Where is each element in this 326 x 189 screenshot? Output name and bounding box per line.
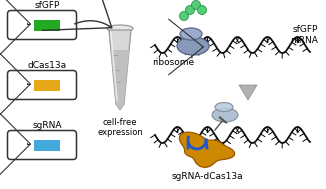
Polygon shape — [239, 85, 257, 100]
Circle shape — [180, 12, 188, 20]
Text: cell-free
expression: cell-free expression — [97, 118, 143, 137]
Polygon shape — [109, 30, 131, 110]
Text: ribosome: ribosome — [152, 58, 194, 67]
Circle shape — [198, 5, 206, 15]
Polygon shape — [111, 50, 129, 110]
Ellipse shape — [180, 28, 202, 40]
Polygon shape — [179, 132, 235, 167]
Text: sgRNA-dCas13a: sgRNA-dCas13a — [171, 172, 243, 181]
Text: dCas13a: dCas13a — [27, 61, 67, 70]
FancyBboxPatch shape — [7, 70, 77, 99]
Bar — [34, 80, 60, 91]
Bar — [34, 139, 60, 150]
Text: sgRNA: sgRNA — [32, 121, 62, 130]
Bar — [34, 19, 60, 30]
Ellipse shape — [212, 108, 238, 122]
Text: sfGFP: sfGFP — [34, 1, 60, 10]
FancyBboxPatch shape — [7, 130, 77, 160]
Text: sfGFP
mRNA: sfGFP mRNA — [290, 25, 318, 45]
FancyBboxPatch shape — [7, 11, 77, 40]
Circle shape — [185, 5, 195, 15]
Ellipse shape — [107, 25, 133, 32]
Ellipse shape — [177, 37, 209, 55]
Circle shape — [191, 1, 200, 9]
Ellipse shape — [215, 102, 233, 112]
